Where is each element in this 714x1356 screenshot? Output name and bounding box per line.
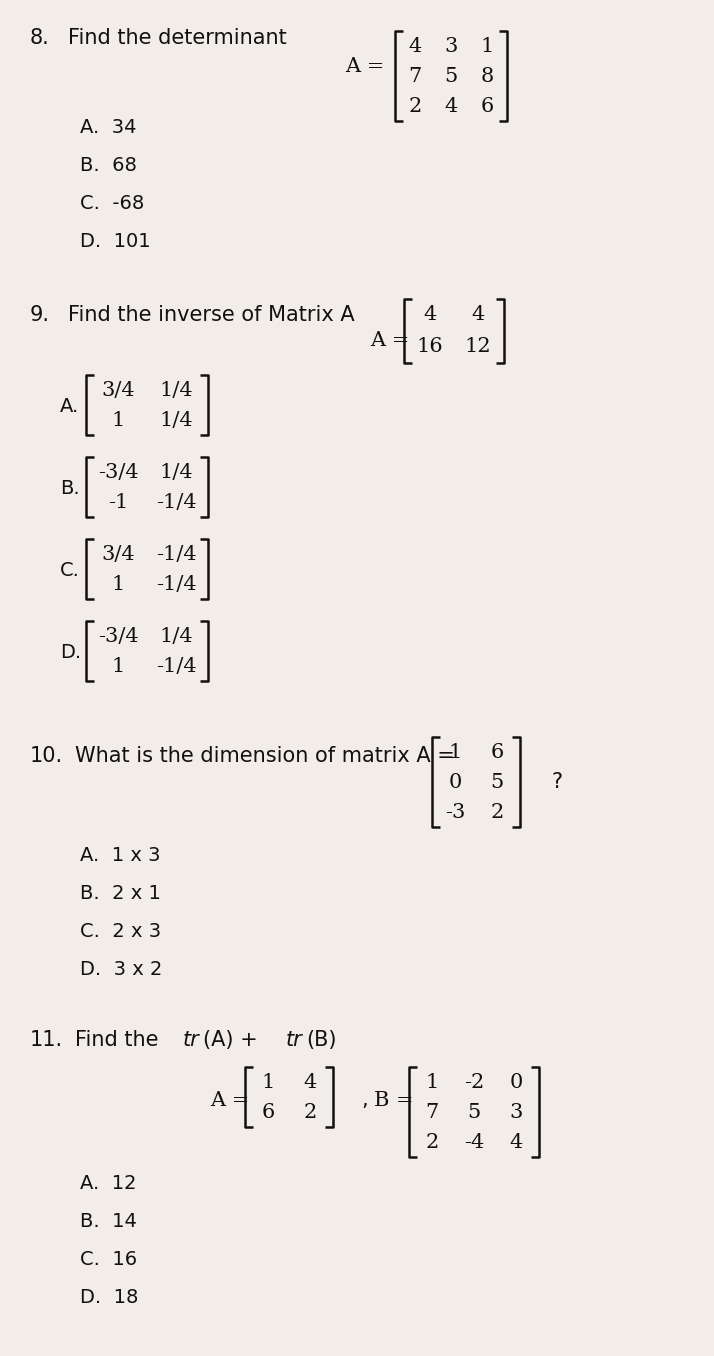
Text: 1/4: 1/4 xyxy=(159,462,193,481)
Text: 3: 3 xyxy=(510,1102,523,1121)
Text: C.  2 x 3: C. 2 x 3 xyxy=(80,922,161,941)
Text: 16: 16 xyxy=(417,338,443,357)
Text: ?: ? xyxy=(551,772,563,792)
Text: -3: -3 xyxy=(445,803,466,822)
Text: A.  1 x 3: A. 1 x 3 xyxy=(80,846,161,865)
Text: ,: , xyxy=(361,1090,368,1111)
Text: B.  68: B. 68 xyxy=(80,156,137,175)
Text: 12: 12 xyxy=(465,338,491,357)
Text: 1: 1 xyxy=(481,37,493,56)
Text: B.  14: B. 14 xyxy=(80,1212,137,1231)
Text: -1/4: -1/4 xyxy=(156,656,196,675)
Text: 1/4: 1/4 xyxy=(159,411,193,430)
Text: 1/4: 1/4 xyxy=(159,381,193,400)
Text: 2: 2 xyxy=(303,1102,316,1121)
Text: 1: 1 xyxy=(111,411,125,430)
Text: 0: 0 xyxy=(448,773,462,792)
Text: -4: -4 xyxy=(464,1132,484,1151)
Text: B.: B. xyxy=(60,479,80,498)
Text: 4: 4 xyxy=(471,305,485,324)
Text: -1/4: -1/4 xyxy=(156,492,196,511)
Text: D.  101: D. 101 xyxy=(80,232,151,251)
Text: -3/4: -3/4 xyxy=(98,626,139,645)
Text: -3/4: -3/4 xyxy=(98,462,139,481)
Text: A =: A = xyxy=(210,1090,249,1109)
Text: 10.: 10. xyxy=(30,746,63,766)
Text: -1/4: -1/4 xyxy=(156,545,196,564)
Text: 6: 6 xyxy=(491,743,503,762)
Text: C.  -68: C. -68 xyxy=(80,194,144,213)
Text: 1: 1 xyxy=(111,575,125,594)
Text: 3/4: 3/4 xyxy=(101,545,135,564)
Text: 3/4: 3/4 xyxy=(101,381,135,400)
Text: -2: -2 xyxy=(464,1073,484,1092)
Text: 8.: 8. xyxy=(30,28,50,47)
Text: 4: 4 xyxy=(408,37,422,56)
Text: 1: 1 xyxy=(261,1073,275,1092)
Text: 4: 4 xyxy=(444,96,458,115)
Text: 6: 6 xyxy=(481,96,493,115)
Text: 0: 0 xyxy=(510,1073,523,1092)
Text: What is the dimension of matrix A =: What is the dimension of matrix A = xyxy=(75,746,455,766)
Text: D.: D. xyxy=(60,643,81,662)
Text: 5: 5 xyxy=(444,66,458,85)
Text: 7: 7 xyxy=(408,66,422,85)
Text: 9.: 9. xyxy=(30,305,50,325)
Text: A.: A. xyxy=(60,396,79,415)
Text: 4: 4 xyxy=(303,1073,316,1092)
Text: 1: 1 xyxy=(426,1073,439,1092)
Text: 1: 1 xyxy=(448,743,462,762)
Text: 8: 8 xyxy=(481,66,493,85)
Text: A.  34: A. 34 xyxy=(80,118,136,137)
Text: 2: 2 xyxy=(426,1132,439,1151)
Text: B.  2 x 1: B. 2 x 1 xyxy=(80,884,161,903)
Text: 1: 1 xyxy=(111,656,125,675)
Text: 4: 4 xyxy=(423,305,437,324)
Text: C.  16: C. 16 xyxy=(80,1250,137,1269)
Text: (B): (B) xyxy=(306,1031,336,1050)
Text: -1/4: -1/4 xyxy=(156,575,196,594)
Text: Find the inverse of Matrix A: Find the inverse of Matrix A xyxy=(68,305,355,325)
Text: 1/4: 1/4 xyxy=(159,626,193,645)
Text: 6: 6 xyxy=(261,1102,275,1121)
Text: 2: 2 xyxy=(491,803,503,822)
Text: 2: 2 xyxy=(408,96,422,115)
Text: 3: 3 xyxy=(444,37,458,56)
Text: -1: -1 xyxy=(108,492,129,511)
Text: 4: 4 xyxy=(510,1132,523,1151)
Text: Find the: Find the xyxy=(75,1031,165,1050)
Text: 5: 5 xyxy=(468,1102,481,1121)
Text: A.  12: A. 12 xyxy=(80,1174,136,1193)
Text: D.  3 x 2: D. 3 x 2 xyxy=(80,960,162,979)
Text: (A) +: (A) + xyxy=(203,1031,264,1050)
Text: C.: C. xyxy=(60,560,80,579)
Text: 5: 5 xyxy=(491,773,503,792)
Text: tr: tr xyxy=(286,1031,303,1050)
Text: Find the determinant: Find the determinant xyxy=(68,28,287,47)
Text: 11.: 11. xyxy=(30,1031,63,1050)
Text: tr: tr xyxy=(183,1031,200,1050)
Text: A =: A = xyxy=(370,331,409,350)
Text: B =: B = xyxy=(374,1090,414,1109)
Text: D.  18: D. 18 xyxy=(80,1288,139,1307)
Text: A =: A = xyxy=(345,57,384,76)
Text: 7: 7 xyxy=(426,1102,439,1121)
